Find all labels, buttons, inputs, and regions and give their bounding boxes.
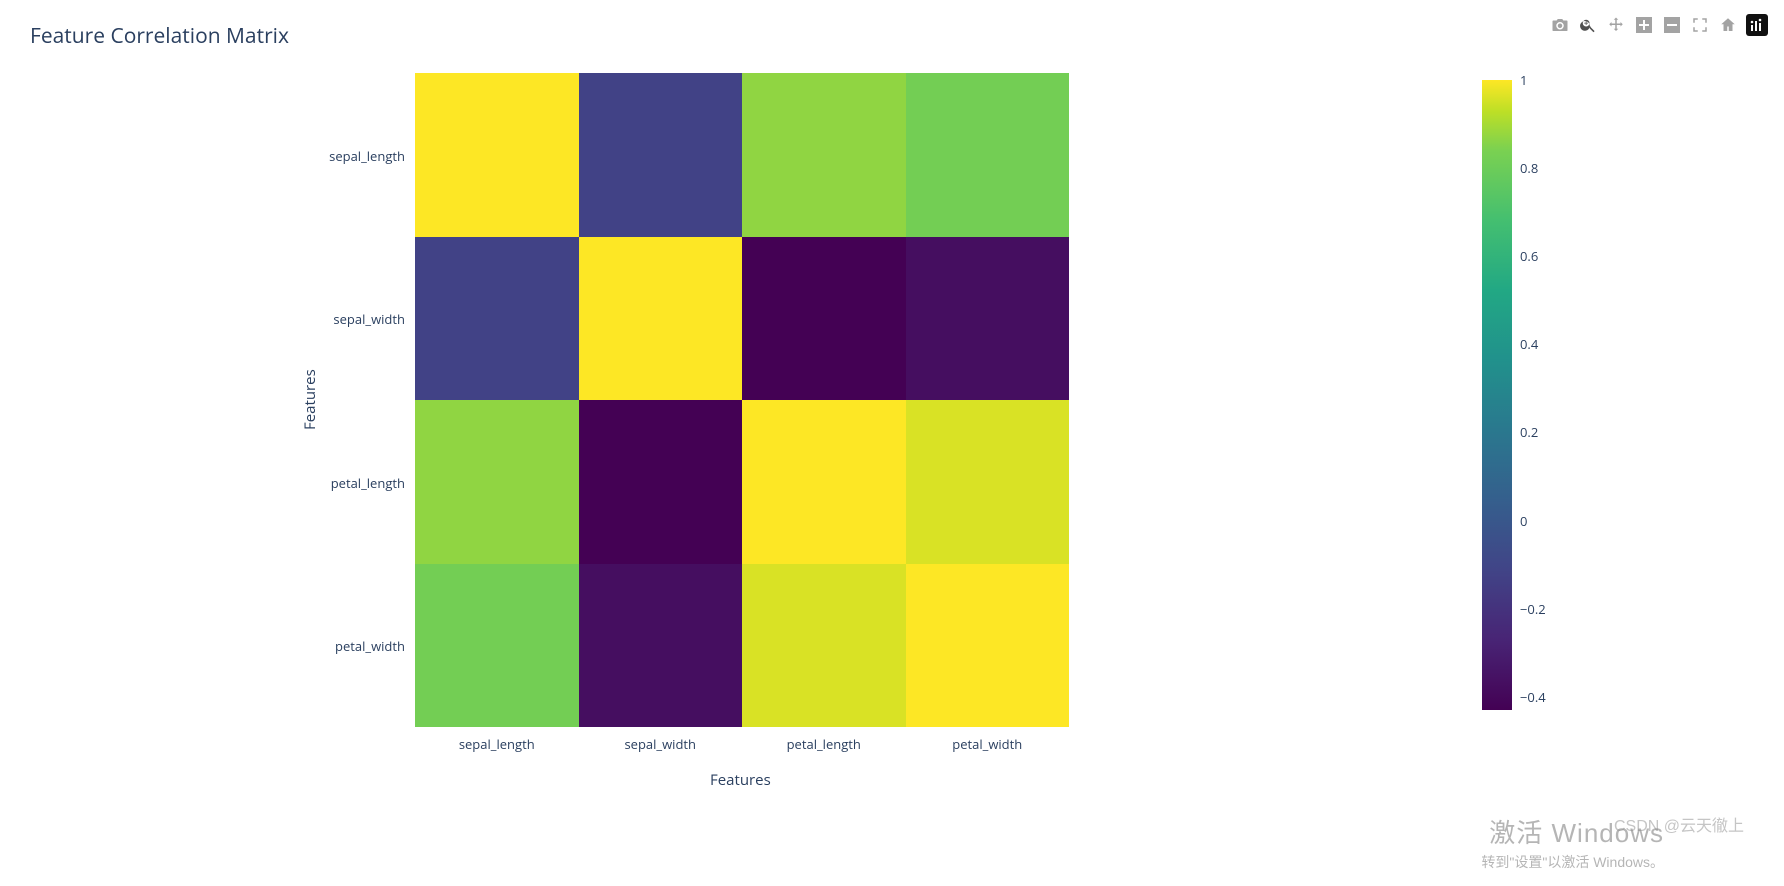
csdn-watermark: CSDN @云天徹上 — [1614, 812, 1744, 836]
heatmap-cell[interactable] — [742, 237, 906, 401]
heatmap-cell[interactable] — [906, 73, 1070, 237]
heatmap-cell[interactable] — [742, 564, 906, 728]
colorbar: 10.80.60.40.20−0.2−0.4 — [1482, 80, 1512, 710]
x-tick-label: sepal_length — [415, 735, 579, 753]
heatmap-cell[interactable] — [742, 73, 906, 237]
chart-title: Feature Correlation Matrix — [30, 22, 289, 50]
x-tick-label: sepal_width — [579, 735, 743, 753]
windows-activation-watermark-sub: 转到"设置"以激活 Windows。 — [1481, 852, 1664, 872]
zoom-icon[interactable] — [1578, 15, 1598, 35]
x-axis-title: Features — [710, 770, 771, 790]
reset-axes-icon[interactable] — [1718, 15, 1738, 35]
colorbar-tick: 0.2 — [1520, 423, 1538, 441]
pan-icon[interactable] — [1606, 15, 1626, 35]
heatmap-plot[interactable] — [415, 73, 1069, 727]
heatmap-cell[interactable] — [579, 73, 743, 237]
colorbar-tick: 0.8 — [1520, 159, 1538, 177]
y-tick-label: sepal_length — [305, 147, 405, 165]
zoom-in-icon[interactable] — [1634, 15, 1654, 35]
y-tick-label: petal_width — [305, 637, 405, 655]
heatmap-cell[interactable] — [742, 400, 906, 564]
plotly-toolbar — [1550, 14, 1768, 36]
heatmap-cell[interactable] — [415, 237, 579, 401]
colorbar-tick: 0 — [1520, 512, 1527, 530]
heatmap-cell[interactable] — [906, 237, 1070, 401]
heatmap-cell[interactable] — [579, 564, 743, 728]
colorbar-tick: −0.2 — [1520, 600, 1546, 618]
autoscale-icon[interactable] — [1690, 15, 1710, 35]
colorbar-tick: −0.4 — [1520, 688, 1546, 706]
colorbar-tick: 0.4 — [1520, 335, 1538, 353]
y-tick-label: sepal_width — [305, 310, 405, 328]
colorbar-tick: 0.6 — [1520, 247, 1538, 265]
x-tick-label: petal_width — [906, 735, 1070, 753]
plotly-logo-icon[interactable] — [1746, 14, 1768, 36]
heatmap-cell[interactable] — [415, 73, 579, 237]
y-tick-label: petal_length — [305, 474, 405, 492]
y-axis-title: Features — [300, 369, 320, 430]
zoom-out-icon[interactable] — [1662, 15, 1682, 35]
heatmap-cell[interactable] — [906, 564, 1070, 728]
heatmap-cell[interactable] — [579, 400, 743, 564]
heatmap-cell[interactable] — [579, 237, 743, 401]
heatmap-cell[interactable] — [415, 400, 579, 564]
heatmap-cell[interactable] — [906, 400, 1070, 564]
camera-icon[interactable] — [1550, 15, 1570, 35]
colorbar-tick: 1 — [1520, 71, 1527, 89]
x-tick-label: petal_length — [742, 735, 906, 753]
heatmap-cell[interactable] — [415, 564, 579, 728]
